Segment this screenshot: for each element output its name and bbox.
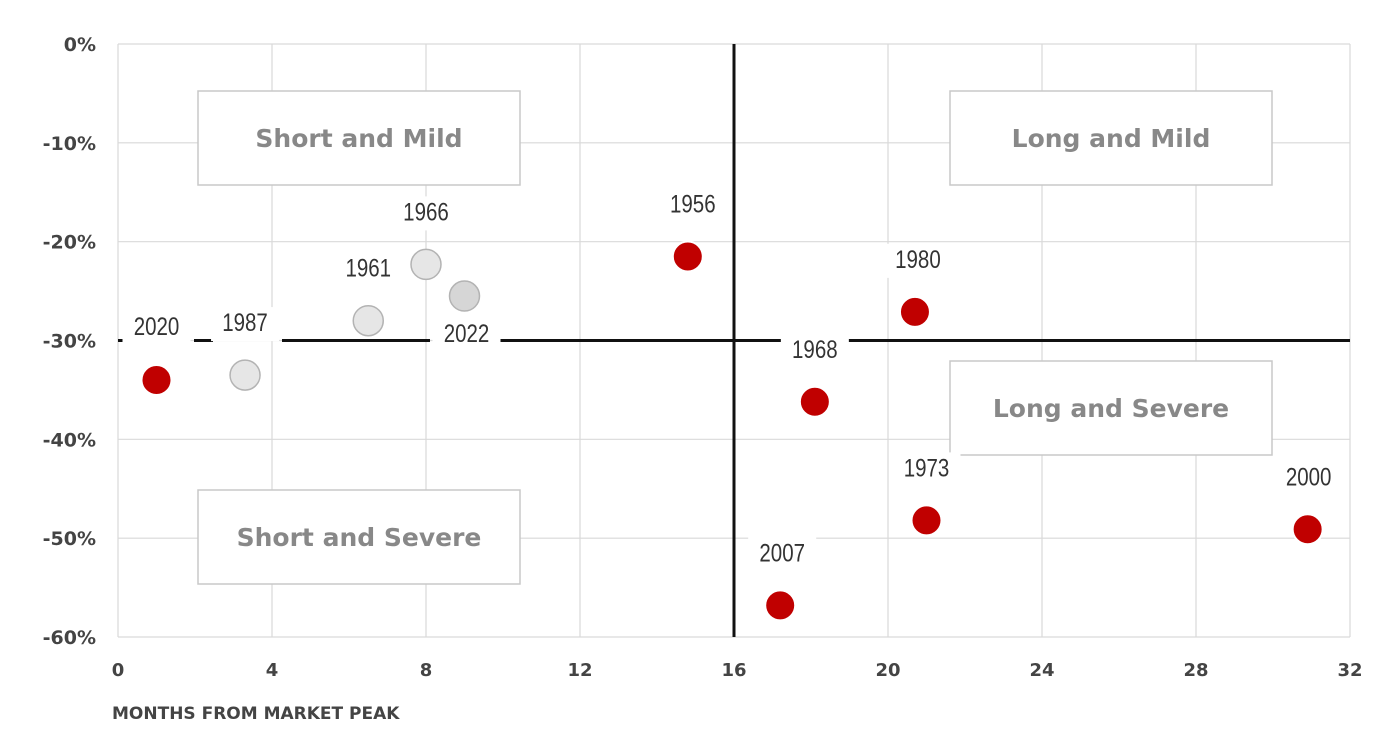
quadrant-box: [197, 489, 521, 585]
point-label-2007: 2007: [759, 538, 805, 566]
quadrant-label: Short and Severe: [237, 523, 482, 552]
y-tick-label: -30%: [43, 331, 96, 353]
quadrant-label: Long and Severe: [993, 394, 1229, 423]
y-tick-label: -20%: [43, 232, 96, 254]
point-label-background: [892, 452, 961, 487]
point-label-background: [392, 196, 460, 231]
point-label-background: [1274, 461, 1343, 496]
data-points: [140, 240, 1324, 622]
point-label-background: [432, 318, 501, 353]
point-1966: [410, 248, 442, 281]
point-label-background: [883, 243, 952, 278]
point-1961: [352, 304, 384, 337]
point-label-1973: 1973: [904, 453, 950, 481]
quadrant-label: Short and Mild: [255, 124, 462, 153]
x-tick-label: 4: [266, 660, 279, 681]
x-tick-label: 12: [567, 660, 592, 681]
point-2000: [1291, 513, 1324, 546]
y-tick-label: -60%: [43, 627, 96, 649]
point-label-1968: 1968: [792, 335, 838, 363]
point-1956: [671, 240, 704, 273]
point-label-2022: 2022: [444, 319, 490, 347]
point-label-1987: 1987: [222, 308, 268, 336]
quadrant-box: [949, 360, 1273, 456]
x-tick-label: 28: [1183, 660, 1208, 681]
point-label-background: [658, 188, 727, 223]
point-labels: 2020 1987 1961 1966 2022 1956 2007 1968 1980 1973…: [122, 188, 1343, 572]
x-tick-label: 0: [112, 660, 125, 681]
divider-lines: [118, 44, 1350, 637]
x-tick-label: 20: [875, 660, 900, 681]
x-axis-ticks: 0 4 8 12 16 20 24 28 32: [112, 660, 1363, 681]
point-label-background: [748, 537, 817, 572]
point-1973: [910, 504, 943, 537]
quadrant-box: [197, 90, 521, 186]
x-axis-label: MONTHS FROM MARKET PEAK: [112, 704, 400, 724]
quadrant-box: [949, 90, 1273, 186]
y-tick-label: -10%: [43, 133, 96, 155]
point-label-1980: 1980: [895, 245, 941, 273]
x-tick-label: 8: [420, 660, 433, 681]
quadrant-boxes: Short and Mild Long and Mild Short and Sev…: [197, 90, 1273, 585]
point-2020: [140, 364, 173, 397]
quadrant-label: Long and Mild: [1012, 124, 1211, 153]
x-tick-label: 24: [1029, 660, 1054, 681]
point-1987: [229, 359, 261, 391]
x-tick-label: 32: [1337, 660, 1362, 681]
point-label-background: [211, 307, 280, 342]
point-label-background: [122, 311, 191, 346]
point-2022: [448, 280, 481, 312]
y-axis-ticks: 0% -10% -20% -30% -40% -50% -60%: [43, 34, 96, 649]
point-2007: [764, 589, 797, 622]
y-tick-label: 0%: [64, 34, 96, 56]
point-label-background: [334, 252, 403, 287]
point-label-1966: 1966: [403, 197, 449, 225]
point-label-1956: 1956: [670, 190, 716, 218]
point-label-2020: 2020: [134, 312, 180, 340]
point-label-2000: 2000: [1286, 462, 1332, 490]
point-1968: [798, 385, 831, 418]
x-tick-label: 16: [721, 660, 746, 681]
point-1980: [898, 295, 931, 328]
point-label-background: [780, 333, 849, 368]
y-tick-label: -50%: [43, 528, 96, 550]
y-tick-label: -40%: [43, 429, 96, 451]
point-label-1961: 1961: [345, 254, 391, 282]
